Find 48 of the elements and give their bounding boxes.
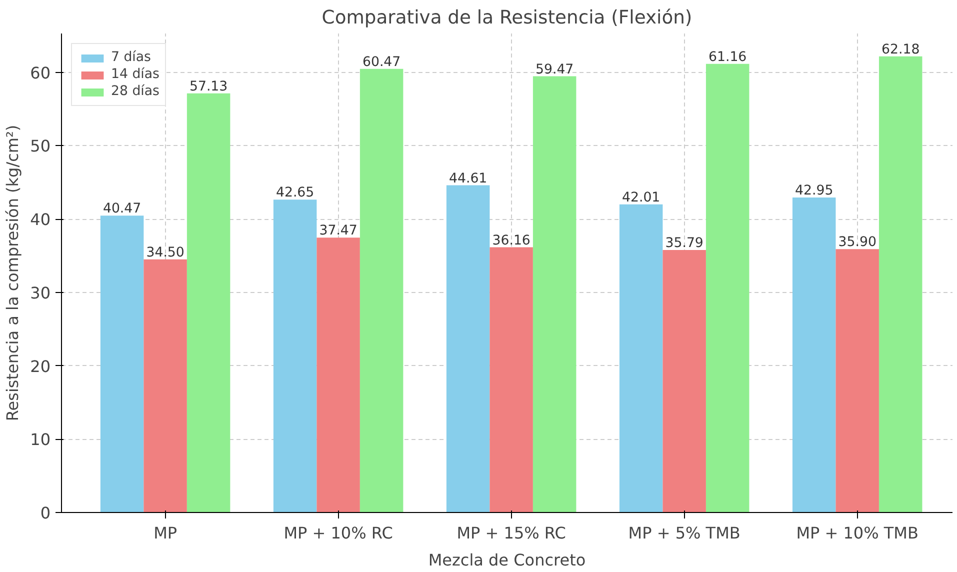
data-label: 42.65 <box>276 186 314 201</box>
bar <box>706 64 750 512</box>
data-label: 35.90 <box>838 235 876 250</box>
bar <box>878 56 922 512</box>
legend-label: 7 días <box>111 50 151 65</box>
data-label: 37.47 <box>319 224 358 239</box>
data-label: 35.79 <box>665 236 704 251</box>
y-axis-title: Resistencia a la compresión (kg/cm²) <box>3 124 22 422</box>
y-tick-label: 50 <box>30 136 50 156</box>
bar <box>490 247 533 512</box>
y-tick-label: 60 <box>30 63 50 82</box>
bar <box>792 197 836 512</box>
bar <box>446 185 490 512</box>
data-label: 34.50 <box>146 245 184 260</box>
y-tick-label: 20 <box>30 356 50 376</box>
bar <box>662 250 706 512</box>
x-tick-label: MP + 10% TMB <box>796 524 918 542</box>
legend-label: 14 días <box>111 67 160 82</box>
y-tick-label: 30 <box>30 283 50 302</box>
data-label: 61.16 <box>708 50 747 65</box>
data-label: 42.95 <box>795 183 834 198</box>
x-tick-label: MP + 15% RC <box>456 524 566 542</box>
data-label: 57.13 <box>189 79 228 94</box>
y-tick-label: 0 <box>40 504 51 522</box>
data-label: 44.61 <box>448 171 488 186</box>
x-axis-title: Mezcla de Concreto <box>428 550 586 570</box>
data-label: 36.16 <box>492 233 530 248</box>
bar <box>619 204 663 512</box>
x-tick-label: MP + 5% TMB <box>628 524 740 542</box>
bar <box>360 68 404 512</box>
legend-label: 28 días <box>111 84 160 99</box>
bar <box>273 200 317 512</box>
bar <box>316 238 360 512</box>
bar <box>532 76 576 512</box>
x-tick-label: MP <box>154 524 178 542</box>
bar <box>836 249 879 512</box>
chart-title: Comparativa de la Resistencia (Flexión) <box>322 8 692 28</box>
y-tick-label: 40 <box>30 210 50 230</box>
data-label: 42.01 <box>622 190 660 206</box>
y-tick-label: 10 <box>30 430 50 450</box>
data-label: 59.47 <box>536 62 574 78</box>
bar <box>186 93 230 512</box>
data-label: 60.47 <box>362 54 401 70</box>
x-tick-label: MP + 10% RC <box>284 524 393 542</box>
data-label: 40.47 <box>102 202 142 217</box>
data-label: 62.18 <box>882 42 920 58</box>
bar <box>144 259 187 512</box>
bar <box>100 216 144 512</box>
